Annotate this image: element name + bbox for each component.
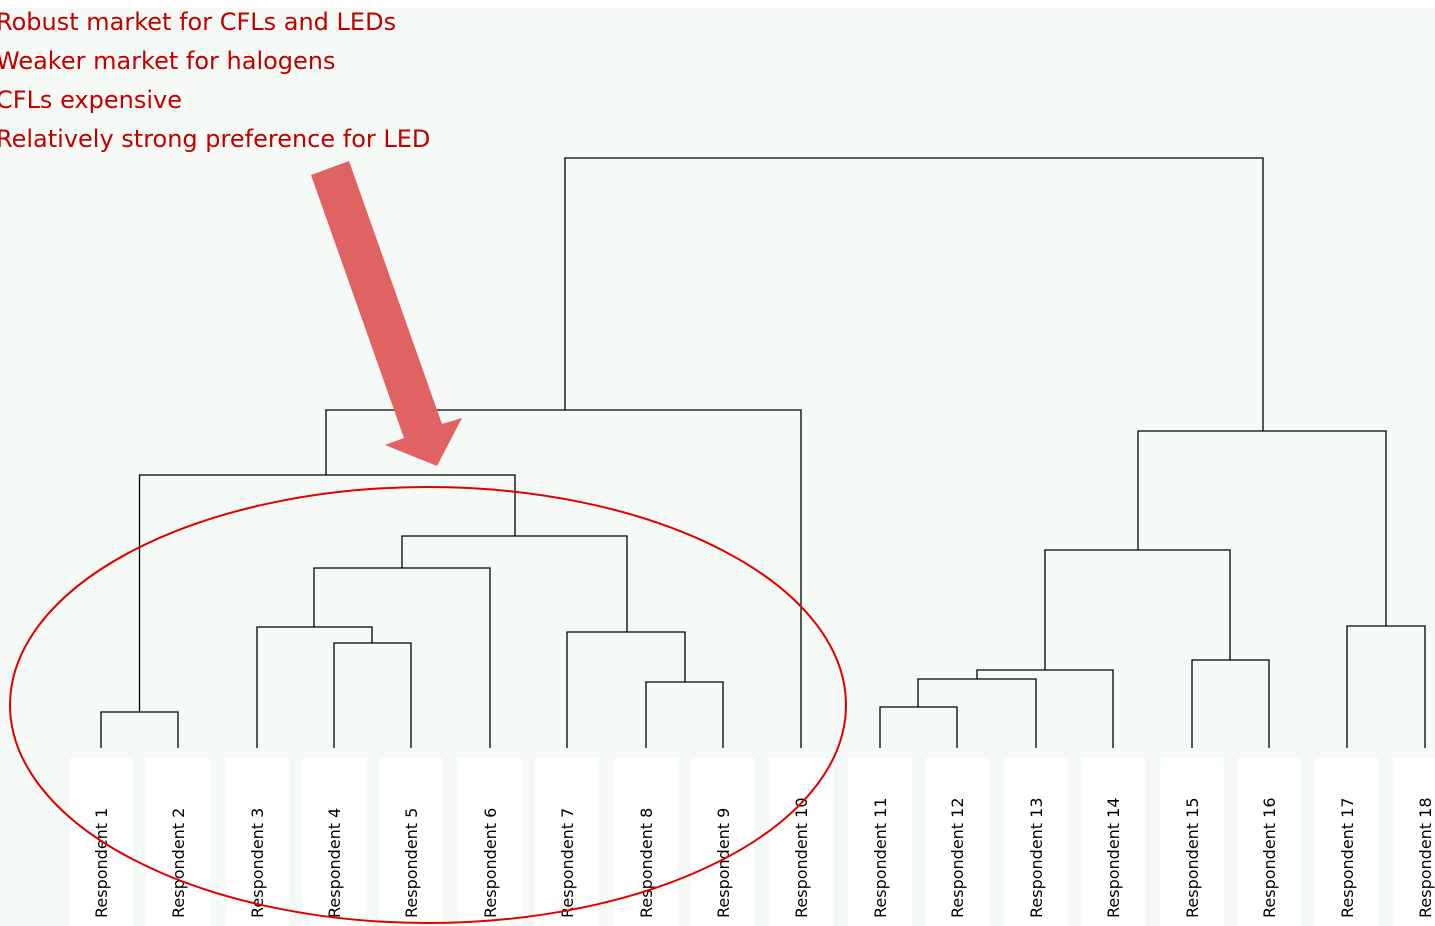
label-box	[691, 758, 755, 926]
leaf-label: Respondent 16	[1260, 797, 1279, 918]
label-box	[535, 758, 599, 926]
annotation: Robust market for CFLs and LEDs	[0, 8, 396, 36]
leaf-label: Respondent 7	[558, 808, 577, 918]
label-box	[1004, 758, 1068, 926]
tree	[100, 157, 1426, 748]
label-box	[1160, 758, 1224, 926]
label-box	[146, 758, 210, 926]
leaf-label: Respondent 3	[248, 808, 267, 918]
leaf-label: Respondent 15	[1183, 797, 1202, 918]
leaf-label: Respondent 10	[792, 797, 811, 918]
label-box	[302, 758, 366, 926]
leaf-labels: Respondent 1 Respondent 2 Respondent 3 Resp…	[69, 758, 1435, 926]
leaf-label: Respondent 6	[481, 808, 500, 918]
annotation: CFLs expensive	[0, 86, 182, 114]
leaf-label: Respondent 13	[1027, 797, 1046, 918]
annotation: Weaker market for halogens	[0, 47, 336, 75]
label-box	[1393, 758, 1435, 926]
annotation: Relatively strong preference for LED	[0, 125, 430, 153]
leaf-label: Respondent 11	[871, 797, 890, 918]
label-box	[1081, 758, 1145, 926]
label-box	[925, 758, 989, 926]
leaf-label: Respondent 17	[1338, 797, 1357, 918]
label-box	[379, 758, 443, 926]
leaf-label: Respondent 8	[637, 808, 656, 918]
leaf-label: Respondent 5	[402, 808, 421, 918]
link	[566, 631, 686, 748]
highlight-ellipse	[9, 486, 847, 924]
link	[1137, 430, 1387, 626]
link	[564, 157, 1264, 431]
label-box	[458, 758, 522, 926]
label-box	[769, 758, 833, 926]
leaf-label: Respondent 18	[1416, 797, 1435, 918]
leaf-label: Respondent 14	[1104, 797, 1123, 918]
leaf-label: Respondent 9	[714, 808, 733, 918]
leaf-label: Respondent 4	[325, 808, 344, 918]
leaf-label: Respondent 2	[169, 808, 188, 918]
label-box	[1315, 758, 1379, 926]
label-box	[1237, 758, 1301, 926]
leaf-label: Respondent 12	[948, 797, 967, 918]
arrow	[311, 161, 462, 466]
leaf-label: Respondent 1	[92, 808, 111, 918]
label-box	[848, 758, 912, 926]
link	[325, 409, 802, 748]
link	[138, 474, 516, 712]
